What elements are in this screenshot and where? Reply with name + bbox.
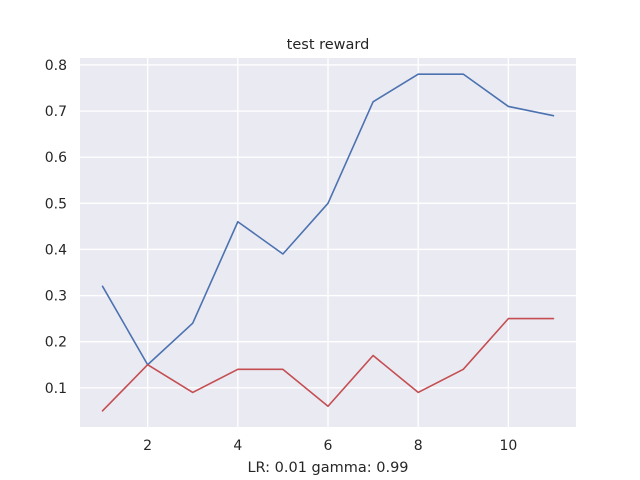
y-tick-label: 0.6: [45, 150, 67, 166]
series-line-1: [101, 73, 555, 366]
y-tick-label: 0.5: [45, 196, 67, 212]
x-tick-label: 4: [233, 438, 242, 454]
y-tick-label: 0.8: [45, 58, 67, 74]
x-tick-label: 8: [414, 438, 423, 454]
x-tick-label: 6: [324, 438, 333, 454]
series-line-2: [101, 317, 555, 412]
x-tick-label: 10: [499, 438, 517, 454]
y-tick-label: 0.3: [45, 289, 67, 305]
y-tick-label: 0.2: [45, 335, 67, 351]
y-tick-label: 0.4: [45, 242, 67, 258]
series-lines: [101, 73, 555, 412]
y-tick-label: 0.1: [45, 381, 67, 397]
chart-title: test reward: [287, 37, 370, 53]
x-tick-label: 2: [143, 438, 152, 454]
y-tick-label: 0.7: [45, 104, 67, 120]
x-axis-label: LR: 0.01 gamma: 0.99: [247, 460, 408, 476]
y-axis-ticks: 0.1 0.2 0.3 0.4 0.5 0.6 0.7 0.8: [45, 58, 67, 397]
x-axis-ticks: 2 4 6 8 10: [143, 438, 517, 454]
